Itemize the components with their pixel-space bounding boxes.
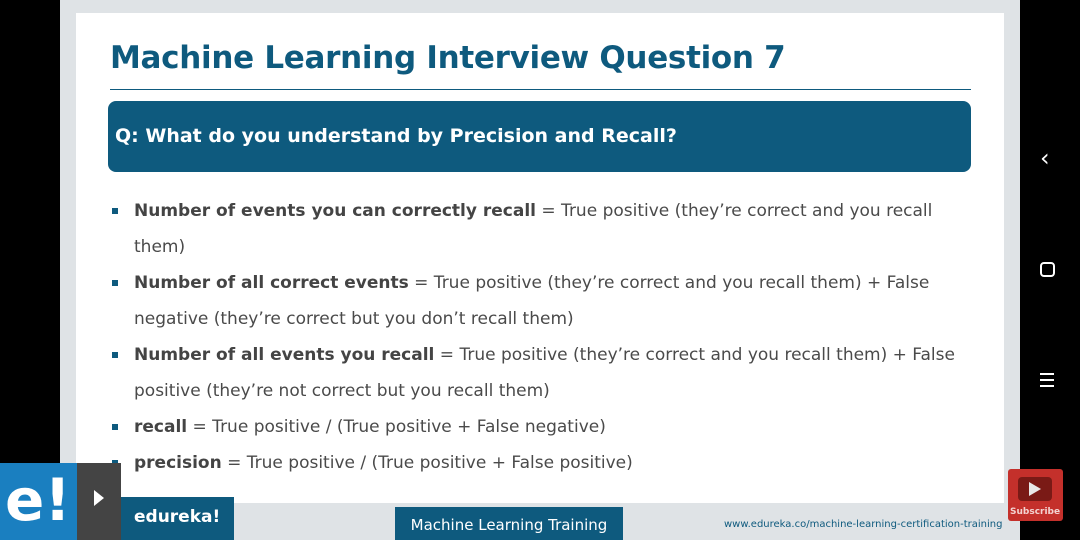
course-banner [395, 507, 623, 540]
course-url[interactable]: www.edureka.co/machine-learning-certific… [724, 519, 1003, 530]
menu-icon[interactable] [1040, 373, 1054, 391]
bullet-text: = True positive (they’re correct and you… [134, 201, 933, 257]
bullet-square-icon [112, 280, 118, 286]
bullet-text: = True positive / (True positive + False… [221, 453, 633, 473]
bullet-item: Number of events you can correctly recal… [110, 193, 970, 265]
bullet-item: Number of all correct events = True posi… [110, 265, 970, 337]
course-title: Machine Learning Training [410, 516, 608, 534]
bullet-list: Number of events you can correctly recal… [110, 193, 970, 481]
youtube-triangle-icon [1029, 482, 1041, 496]
bullet-item: Number of all events you recall = True p… [110, 337, 970, 409]
edureka-logo: e! [5, 466, 71, 534]
square-icon[interactable] [1040, 262, 1055, 277]
android-nav-bar [1020, 0, 1080, 540]
bullet-text: = True positive / (True positive + False… [187, 417, 606, 437]
bullet-square-icon [112, 424, 118, 430]
left-black-bar [0, 0, 60, 540]
bullet-term: recall [134, 417, 188, 437]
bullet-term: Number of all correct events [134, 273, 409, 293]
bullet-text: = True positive (they’re correct and you… [134, 345, 955, 401]
title-divider [110, 89, 971, 90]
subscribe-label: Subscribe [1010, 507, 1061, 517]
bullet-text: = True positive (they’re correct and you… [134, 273, 930, 329]
bullet-term: Number of all events you recall [134, 345, 435, 365]
edureka-logo-box [0, 463, 77, 540]
bullet-term: precision [134, 453, 222, 473]
play-icon[interactable] [94, 490, 104, 506]
question-banner [108, 101, 971, 172]
slide-panel [76, 13, 1004, 503]
brand-box [121, 497, 234, 540]
chevron-left-icon[interactable]: ‹ [1040, 144, 1050, 172]
bullet-item: recall = True positive / (True positive … [110, 409, 970, 445]
bullet-square-icon [112, 208, 118, 214]
bullet-term: Number of events you can correctly recal… [134, 201, 536, 221]
bullet-item: precision = True positive / (True positi… [110, 445, 970, 481]
brand-name: edureka! [134, 507, 221, 527]
bullet-square-icon [112, 352, 118, 358]
slide-title: Machine Learning Interview Question 7 [110, 40, 786, 76]
question-text: Q: What do you understand by Precision a… [115, 125, 677, 147]
